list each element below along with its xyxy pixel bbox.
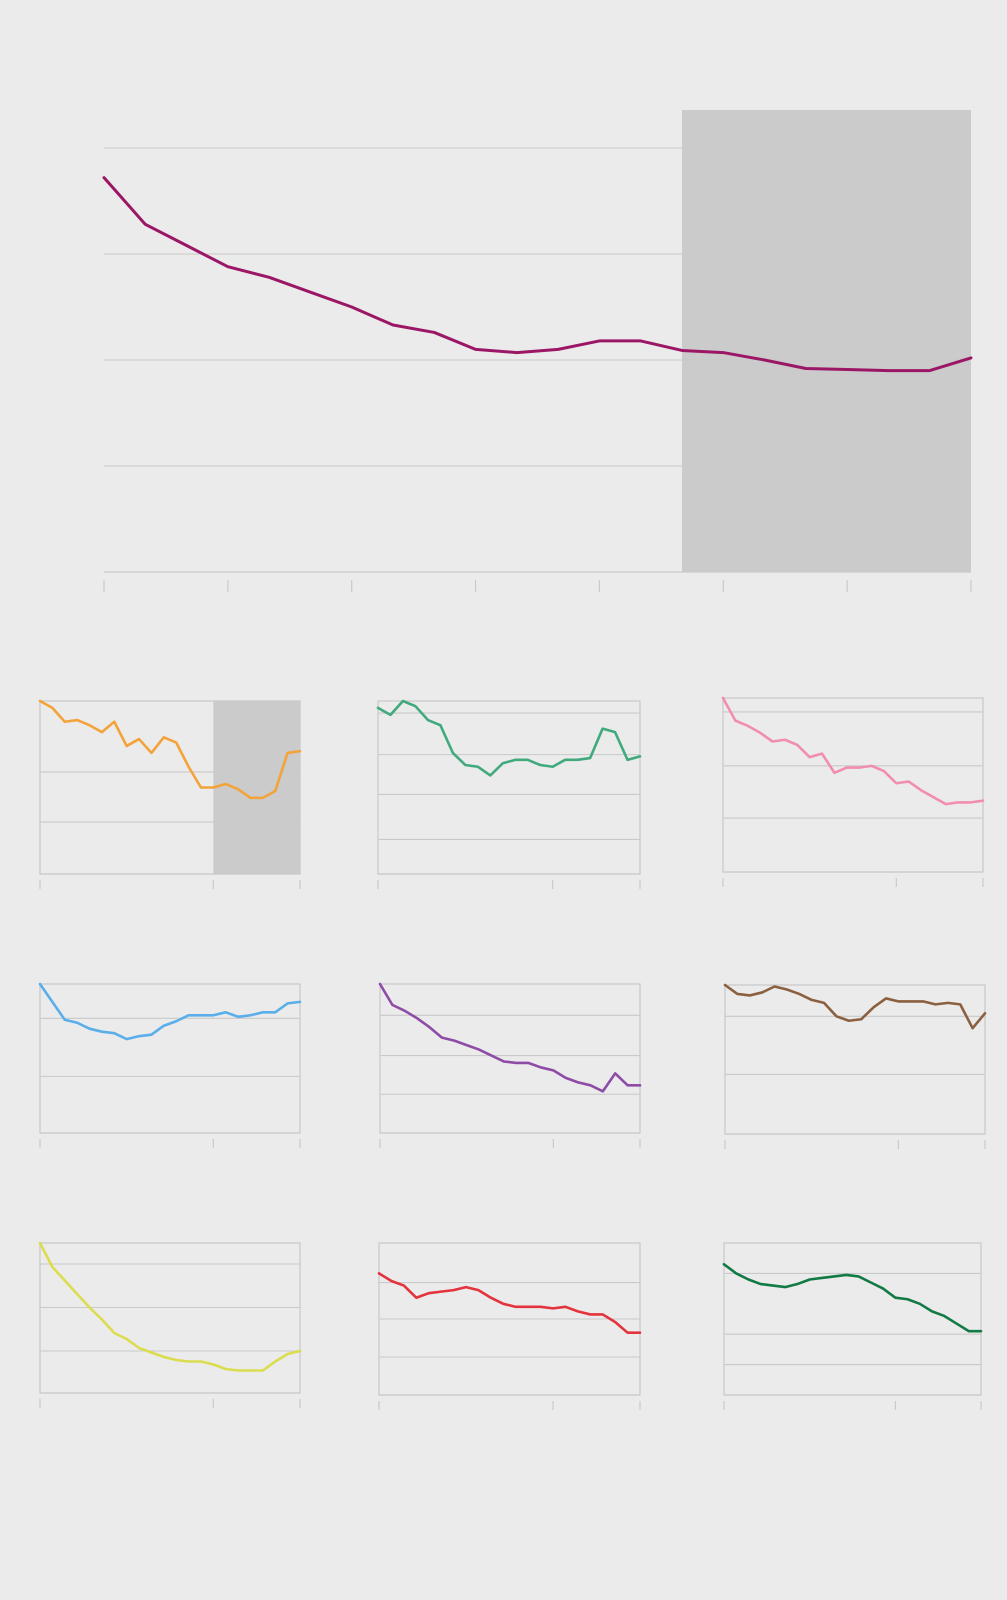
small-2-chart	[376, 699, 642, 889]
small-1-highlight-band	[213, 701, 300, 874]
small-9-series-line-0	[722, 1262, 983, 1333]
small-9-chart	[722, 1242, 983, 1410]
main-chart	[102, 110, 973, 592]
small-6-series-line-0	[723, 983, 987, 1030]
small-8-series-line-0	[377, 1272, 642, 1334]
main-series-line-0	[102, 176, 973, 373]
small-5-chart	[378, 982, 642, 1148]
small-5-series-line-0	[378, 982, 642, 1093]
small-3-series-line-0	[721, 696, 985, 806]
small-1-chart	[38, 699, 302, 889]
small-8-chart	[377, 1242, 642, 1410]
small-2-series-line-0	[376, 699, 642, 777]
main-highlight-band	[682, 110, 971, 572]
small-4-series-line-0	[38, 982, 302, 1041]
small-7-series-line-0	[38, 1241, 302, 1372]
small-6-chart	[723, 983, 987, 1149]
small-1-series-line-0	[38, 699, 302, 800]
small-7-chart	[38, 1241, 302, 1408]
small-4-chart	[38, 982, 302, 1148]
small-3-chart	[721, 696, 985, 887]
